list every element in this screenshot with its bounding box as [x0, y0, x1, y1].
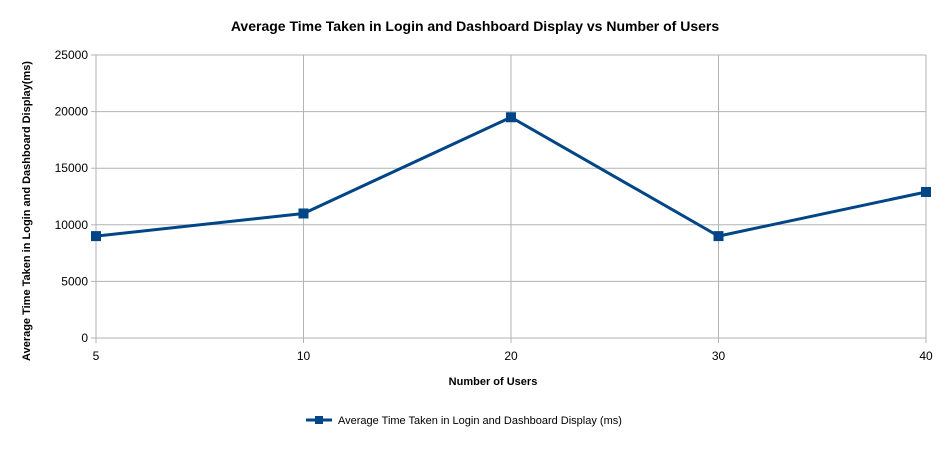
data-point	[91, 231, 101, 242]
x-tick-label: 20	[504, 349, 518, 363]
legend-marker-icon	[315, 416, 323, 424]
legend: Average Time Taken in Login and Dashboar…	[306, 415, 622, 427]
x-tick-label: 40	[919, 349, 933, 363]
data-point	[921, 186, 931, 197]
x-axis-label: Number of Users	[449, 376, 538, 388]
legend-label: Average Time Taken in Login and Dashboar…	[338, 415, 622, 427]
data-point	[506, 112, 516, 123]
x-tick-label: 5	[93, 349, 100, 363]
gridlines	[91, 54, 927, 343]
y-tick-label: 15000	[55, 161, 89, 175]
series-layer	[91, 112, 931, 242]
data-point	[298, 208, 309, 219]
x-axis-ticks: 5 10 20 30 40	[93, 349, 933, 363]
y-tick-label: 5000	[61, 274, 88, 288]
y-tick-label: 25000	[55, 48, 89, 62]
y-tick-label: 20000	[55, 105, 89, 119]
data-point	[713, 231, 724, 242]
y-tick-label: 0	[81, 331, 88, 345]
y-axis-label: Average Time Taken in Login and Dashboar…	[21, 61, 33, 361]
chart-title: Average Time Taken in Login and Dashboar…	[231, 18, 720, 34]
y-tick-label: 10000	[55, 218, 89, 232]
x-tick-label: 10	[297, 349, 311, 363]
x-tick-label: 30	[712, 349, 726, 363]
y-axis-ticks: 0 5000 10000 15000 20000 25000	[55, 48, 89, 345]
